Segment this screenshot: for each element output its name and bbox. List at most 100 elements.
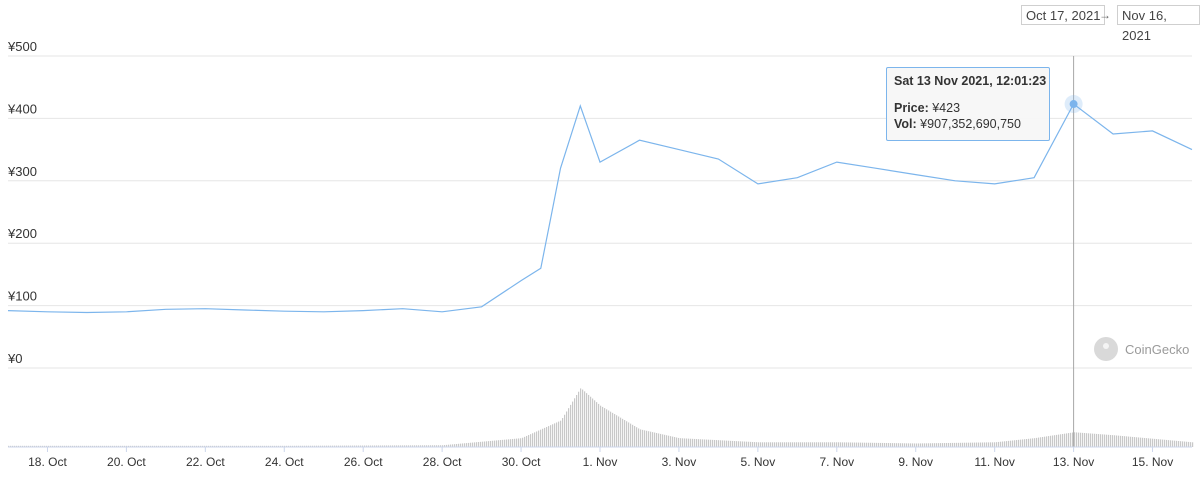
volume-bar xyxy=(920,443,922,447)
volume-bar xyxy=(1142,437,1144,447)
volume-bar xyxy=(940,443,942,447)
volume-bar xyxy=(566,411,568,447)
volume-bar xyxy=(494,440,496,447)
volume-bar xyxy=(396,445,398,447)
volume-bar xyxy=(548,426,550,447)
volume-bar xyxy=(564,414,566,447)
volume-bar xyxy=(878,442,880,447)
volume-bar xyxy=(98,445,100,447)
volume-bar xyxy=(890,443,892,447)
volume-bar xyxy=(882,442,884,447)
volume-bar xyxy=(1128,436,1130,447)
volume-bar xyxy=(914,443,916,447)
date-range-to[interactable]: Nov 16, 2021 xyxy=(1117,5,1200,43)
volume-bar xyxy=(156,445,158,447)
volume-bar xyxy=(540,429,542,447)
volume-bar xyxy=(612,412,614,447)
volume-bar xyxy=(296,445,298,447)
volume-bar xyxy=(158,445,160,447)
volume-bar xyxy=(426,445,428,447)
volume-bar xyxy=(532,433,534,447)
volume-bar xyxy=(466,443,468,447)
volume-bar xyxy=(580,388,582,447)
volume-bar xyxy=(984,442,986,447)
volume-bar xyxy=(184,445,186,447)
volume-bar xyxy=(284,445,286,447)
volume-bar xyxy=(586,393,588,447)
volume-bar xyxy=(716,440,718,447)
volume-bar xyxy=(602,406,604,447)
volume-bar xyxy=(686,438,688,447)
x-tick-label: 7. Nov xyxy=(819,455,854,469)
volume-bar xyxy=(748,441,750,447)
volume-bar xyxy=(1156,439,1158,447)
volume-bar xyxy=(394,445,396,447)
volume-bar xyxy=(928,443,930,447)
volume-bar xyxy=(1062,433,1064,447)
volume-bar xyxy=(750,441,752,447)
volume-bar xyxy=(388,445,390,447)
volume-bar xyxy=(464,443,466,447)
volume-bar xyxy=(954,442,956,447)
volume-bar xyxy=(542,428,544,447)
volume-bar xyxy=(1076,432,1078,447)
volume-bar xyxy=(864,442,866,447)
volume-bar xyxy=(590,396,592,447)
volume-bar xyxy=(646,430,648,447)
volume-bar xyxy=(1066,433,1068,447)
volume-bar xyxy=(384,445,386,447)
volume-bar xyxy=(652,432,654,447)
volume-bar xyxy=(340,445,342,447)
volume-bar xyxy=(1030,438,1032,447)
volume-bar xyxy=(206,445,208,447)
volume-bar xyxy=(430,445,432,447)
volume-bar xyxy=(492,440,494,447)
volume-bar xyxy=(280,445,282,447)
volume-bar xyxy=(1090,433,1092,447)
volume-bar xyxy=(1098,434,1100,447)
volume-bar xyxy=(518,438,520,447)
volume-bar xyxy=(978,442,980,447)
volume-bar xyxy=(58,445,60,447)
volume-bar xyxy=(976,442,978,447)
y-tick-label: ¥200 xyxy=(7,226,37,241)
volume-bar xyxy=(778,442,780,447)
volume-bar xyxy=(704,439,706,447)
volume-bar xyxy=(958,442,960,447)
volume-bar xyxy=(32,445,34,447)
volume-bar xyxy=(868,442,870,447)
volume-bar xyxy=(610,411,612,447)
volume-bar xyxy=(924,443,926,447)
volume-bar xyxy=(530,434,532,447)
volume-bar xyxy=(454,444,456,447)
volume-bar xyxy=(922,443,924,447)
volume-bar xyxy=(104,445,106,447)
volume-bar xyxy=(870,442,872,447)
volume-bar xyxy=(988,442,990,447)
volume-bar xyxy=(1172,440,1174,447)
volume-bar xyxy=(658,433,660,447)
volume-bar xyxy=(42,445,44,447)
volume-bar xyxy=(250,445,252,447)
volume-bar xyxy=(858,442,860,447)
volume-bar xyxy=(982,442,984,447)
volume-bar xyxy=(860,442,862,447)
volume-bar xyxy=(572,401,574,447)
hover-point xyxy=(1069,100,1078,109)
volume-bar xyxy=(796,442,798,447)
volume-bar xyxy=(1010,440,1012,447)
volume-bar xyxy=(746,441,748,447)
volume-bar xyxy=(956,442,958,447)
volume-bar xyxy=(474,442,476,447)
volume-bar xyxy=(738,441,740,447)
volume-bar xyxy=(554,423,556,447)
volume-bar xyxy=(380,445,382,447)
volume-bar xyxy=(220,445,222,447)
volume-bar xyxy=(820,442,822,447)
date-range-from[interactable]: Oct 17, 2021 xyxy=(1021,5,1106,25)
volume-bar xyxy=(468,442,470,447)
volume-bar xyxy=(772,442,774,447)
volume-bar xyxy=(372,445,374,447)
volume-bar xyxy=(438,445,440,447)
